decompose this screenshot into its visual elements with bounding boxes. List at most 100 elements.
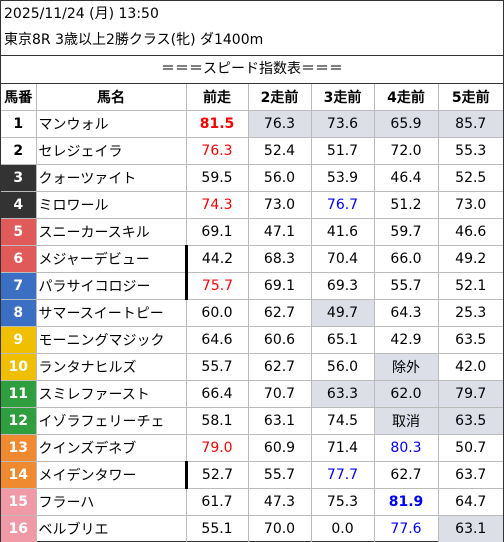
index-race-2-ago: 69.1 xyxy=(247,272,312,300)
horse-number: 14 xyxy=(1,461,37,489)
horse-number: 8 xyxy=(1,299,37,327)
index-race-5-ago: 79.7 xyxy=(437,380,503,408)
index-race-4-ago: 取消 xyxy=(373,407,439,435)
horse-number: 3 xyxy=(1,164,37,192)
horse-number: 4 xyxy=(1,191,37,219)
table-row: 1 マンウォル 81.5 76.3 73.6 65.9 85.7 xyxy=(1,110,503,138)
index-race-3-ago: 75.3 xyxy=(310,488,375,516)
index-race-5-ago: 55.3 xyxy=(437,137,503,165)
index-last-race: 55.7 xyxy=(185,353,249,381)
index-last-race: 69.1 xyxy=(185,218,249,246)
index-race-3-ago: 0.0 xyxy=(310,515,375,542)
header-row: 馬番 馬名 前走 2走前 3走前 4走前 5走前 xyxy=(1,84,503,111)
horse-number: 6 xyxy=(1,245,37,273)
index-race-5-ago: 46.6 xyxy=(437,218,503,246)
horse-name: ベルブリエ xyxy=(35,515,187,542)
index-race-3-ago: 77.7 xyxy=(310,461,375,489)
horse-name: クォーツァイト xyxy=(35,164,187,192)
horse-name: メジャーデビュー xyxy=(35,245,188,273)
index-race-4-ago: 62.0 xyxy=(373,380,439,408)
table-row: 6 メジャーデビュー 44.2 68.3 70.4 66.0 49.2 xyxy=(1,245,503,273)
index-race-2-ago: 70.7 xyxy=(247,380,312,408)
horse-name: クインズデネブ xyxy=(35,434,187,462)
index-race-4-ago: 55.7 xyxy=(373,272,439,300)
index-last-race: 44.2 xyxy=(185,245,249,273)
index-race-4-ago: 66.0 xyxy=(373,245,439,273)
horse-name: モーニングマジック xyxy=(35,326,187,354)
index-race-5-ago: 63.1 xyxy=(437,515,503,542)
index-race-2-ago: 52.4 xyxy=(247,137,312,165)
table-row: 9 モーニングマジック 64.6 60.6 65.1 42.9 63.5 xyxy=(1,326,503,354)
index-race-4-ago: 81.9 xyxy=(373,488,439,516)
index-race-4-ago: 42.9 xyxy=(373,326,439,354)
table-row: 12 イゾラフェリーチェ 58.1 63.1 74.5 取消 63.5 xyxy=(1,407,503,435)
table-row: 15 フラーハ 61.7 47.3 75.3 81.9 64.7 xyxy=(1,488,503,516)
index-race-2-ago: 62.7 xyxy=(247,299,312,327)
table-row: 7 パラサイコロジー 75.7 69.1 69.3 55.7 52.1 xyxy=(1,272,503,300)
col-header-5th: 5走前 xyxy=(437,84,503,111)
col-header-2nd: 2走前 xyxy=(247,84,312,111)
table-row: 16 ベルブリエ 55.1 70.0 0.0 77.6 63.1 xyxy=(1,515,503,542)
horse-name: スミレファースト xyxy=(35,380,187,408)
horse-number: 5 xyxy=(1,218,37,246)
table-title: ＝＝＝スピード指数表＝＝＝ xyxy=(1,55,503,84)
index-race-5-ago: 64.7 xyxy=(437,488,503,516)
index-race-3-ago: 63.3 xyxy=(310,380,375,408)
index-race-2-ago: 56.0 xyxy=(247,164,312,192)
col-header-4th: 4走前 xyxy=(373,84,439,111)
index-race-5-ago: 63.7 xyxy=(437,461,503,489)
index-race-5-ago: 52.1 xyxy=(437,272,503,300)
index-last-race: 66.4 xyxy=(185,380,249,408)
horse-number: 9 xyxy=(1,326,37,354)
index-race-2-ago: 62.7 xyxy=(247,353,312,381)
index-last-race: 81.5 xyxy=(185,110,249,138)
index-race-2-ago: 47.3 xyxy=(247,488,312,516)
horse-number: 2 xyxy=(1,137,37,165)
horse-number: 11 xyxy=(1,380,37,408)
col-header-3rd: 3走前 xyxy=(310,84,375,111)
index-race-2-ago: 47.1 xyxy=(247,218,312,246)
index-race-5-ago: 50.7 xyxy=(437,434,503,462)
index-race-5-ago: 52.5 xyxy=(437,164,503,192)
horse-number: 7 xyxy=(1,272,37,300)
index-race-2-ago: 63.1 xyxy=(247,407,312,435)
index-race-3-ago: 71.4 xyxy=(310,434,375,462)
index-race-5-ago: 63.5 xyxy=(437,407,503,435)
table-row: 14 メイデンタワー 52.7 55.7 77.7 62.7 63.7 xyxy=(1,461,503,489)
index-last-race: 55.1 xyxy=(185,515,249,542)
index-race-5-ago: 42.0 xyxy=(437,353,503,381)
index-race-3-ago: 41.6 xyxy=(310,218,375,246)
table-row: 3 クォーツァイト 59.5 56.0 53.9 46.4 52.5 xyxy=(1,164,503,192)
horse-number: 12 xyxy=(1,407,37,435)
index-last-race: 59.5 xyxy=(185,164,249,192)
table-row: 13 クインズデネブ 79.0 60.9 71.4 80.3 50.7 xyxy=(1,434,503,462)
index-race-3-ago: 53.9 xyxy=(310,164,375,192)
index-race-3-ago: 70.4 xyxy=(310,245,375,273)
table-row: 5 スニーカースキル 69.1 47.1 41.6 59.7 46.6 xyxy=(1,218,503,246)
index-race-5-ago: 63.5 xyxy=(437,326,503,354)
index-race-5-ago: 49.2 xyxy=(437,245,503,273)
index-race-4-ago: 77.6 xyxy=(373,515,439,542)
horse-name: メイデンタワー xyxy=(35,461,188,489)
horse-number: 13 xyxy=(1,434,37,462)
horse-name: イゾラフェリーチェ xyxy=(35,407,187,435)
index-race-2-ago: 68.3 xyxy=(247,245,312,273)
index-race-5-ago: 85.7 xyxy=(437,110,503,138)
index-race-3-ago: 76.7 xyxy=(310,191,375,219)
index-race-3-ago: 56.0 xyxy=(310,353,375,381)
index-last-race: 52.7 xyxy=(185,461,249,489)
index-race-2-ago: 76.3 xyxy=(247,110,312,138)
table-row: 4 ミロワール 74.3 73.0 76.7 51.2 73.0 xyxy=(1,191,503,219)
horse-name: マンウォル xyxy=(35,110,187,138)
index-race-3-ago: 73.6 xyxy=(310,110,375,138)
index-race-3-ago: 49.7 xyxy=(310,299,375,327)
horse-number: 15 xyxy=(1,488,37,516)
index-last-race: 60.0 xyxy=(185,299,249,327)
index-race-4-ago: 51.2 xyxy=(373,191,439,219)
index-race-3-ago: 74.5 xyxy=(310,407,375,435)
index-race-4-ago: 65.9 xyxy=(373,110,439,138)
index-race-4-ago: 72.0 xyxy=(373,137,439,165)
index-last-race: 75.7 xyxy=(185,272,249,300)
race-info: 東京8R 3歳以上2勝クラス(牝) ダ1400m xyxy=(4,32,264,48)
